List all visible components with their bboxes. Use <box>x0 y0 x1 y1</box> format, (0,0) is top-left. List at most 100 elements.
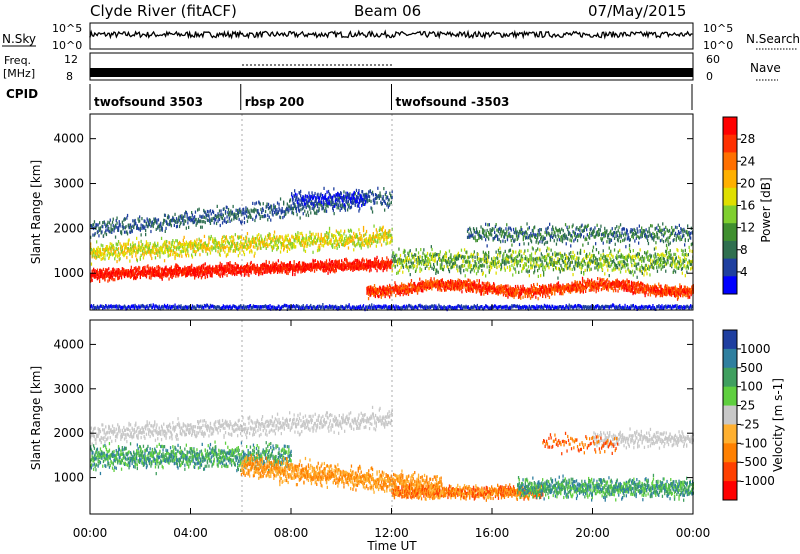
data-cell <box>230 209 232 213</box>
data-cell <box>226 238 228 242</box>
data-cell <box>366 260 368 264</box>
data-cell <box>384 229 386 233</box>
data-cell <box>135 276 137 281</box>
data-cell <box>581 289 583 293</box>
data-cell <box>301 198 303 202</box>
data-cell <box>539 291 541 295</box>
data-cell <box>249 213 252 217</box>
data-cell <box>491 286 493 290</box>
data-cell <box>334 239 336 243</box>
data-cell <box>107 249 109 253</box>
data-cell <box>350 196 352 200</box>
data-cell <box>386 263 388 267</box>
data-cell <box>175 265 177 269</box>
data-cell <box>344 242 347 246</box>
data-cell <box>220 248 222 252</box>
data-cell <box>296 238 298 242</box>
data-cell <box>144 219 146 223</box>
data-cell <box>185 210 187 214</box>
data-cell <box>179 244 181 248</box>
data-cell <box>465 283 467 287</box>
data-cell <box>252 263 255 267</box>
data-cell <box>533 289 535 293</box>
data-cell <box>232 269 234 273</box>
data-cell <box>382 195 384 199</box>
data-cell <box>162 270 164 274</box>
data-cell <box>154 274 156 278</box>
data-cell <box>238 217 240 222</box>
data-cell <box>328 240 331 244</box>
freq-label-2: [MHz] <box>3 67 35 80</box>
data-cell <box>217 271 219 275</box>
data-cell <box>158 225 160 229</box>
data-cell <box>273 244 275 248</box>
data-cell <box>283 263 285 267</box>
data-cell <box>355 264 357 268</box>
data-cell <box>342 203 344 207</box>
data-cell <box>448 286 450 290</box>
data-cell <box>148 250 151 254</box>
data-cell <box>153 217 155 221</box>
data-cell <box>155 249 157 253</box>
data-cell <box>372 232 374 236</box>
data-cell <box>371 261 374 265</box>
data-cell <box>307 204 310 208</box>
data-cell <box>121 220 123 224</box>
data-cell <box>237 270 239 274</box>
data-cell <box>152 222 154 226</box>
data-cell <box>191 268 193 272</box>
data-cell <box>221 217 224 221</box>
data-cell <box>201 274 203 278</box>
data-cell <box>146 250 148 254</box>
data-cell <box>240 273 243 277</box>
data-cell <box>300 270 302 274</box>
data-cell <box>205 269 207 273</box>
data-cell <box>94 226 96 230</box>
data-cell <box>410 279 413 283</box>
data-cell <box>321 261 323 265</box>
data-cell <box>416 288 418 293</box>
data-cell <box>340 229 342 233</box>
data-cell <box>165 247 167 251</box>
data-cell <box>554 286 556 290</box>
data-cell <box>192 249 194 254</box>
data-cell <box>398 287 400 291</box>
data-cell <box>409 288 411 292</box>
data-cell <box>362 193 364 197</box>
data-cell <box>335 263 337 267</box>
data-cell <box>207 266 209 270</box>
data-cell <box>290 207 292 211</box>
data-cell <box>191 218 193 222</box>
data-cell <box>221 263 223 267</box>
data-cell <box>391 260 393 264</box>
data-cell <box>349 197 352 201</box>
data-cell <box>166 268 168 272</box>
data-cell <box>265 259 267 264</box>
data-cell <box>362 200 364 204</box>
data-cell <box>126 273 128 277</box>
data-cell <box>252 245 255 249</box>
data-cell <box>164 273 166 277</box>
data-cell <box>148 218 151 222</box>
data-cell <box>198 246 200 250</box>
data-cell <box>350 235 352 239</box>
data-cell <box>248 215 250 219</box>
data-cell <box>421 280 423 284</box>
data-cell <box>194 244 197 248</box>
data-cell <box>292 242 295 246</box>
data-cell <box>348 237 350 241</box>
data-cell <box>213 240 215 244</box>
data-cell <box>476 279 478 283</box>
data-cell <box>267 207 270 211</box>
data-cell <box>300 189 302 193</box>
data-cell <box>114 250 117 254</box>
data-cell <box>134 222 136 226</box>
data-cell <box>96 270 98 274</box>
data-cell <box>169 222 172 226</box>
data-cell <box>379 226 381 230</box>
data-cell <box>320 200 322 204</box>
data-cell <box>413 285 416 289</box>
data-cell <box>346 191 349 195</box>
data-cell <box>514 291 517 295</box>
data-cell <box>156 249 158 253</box>
